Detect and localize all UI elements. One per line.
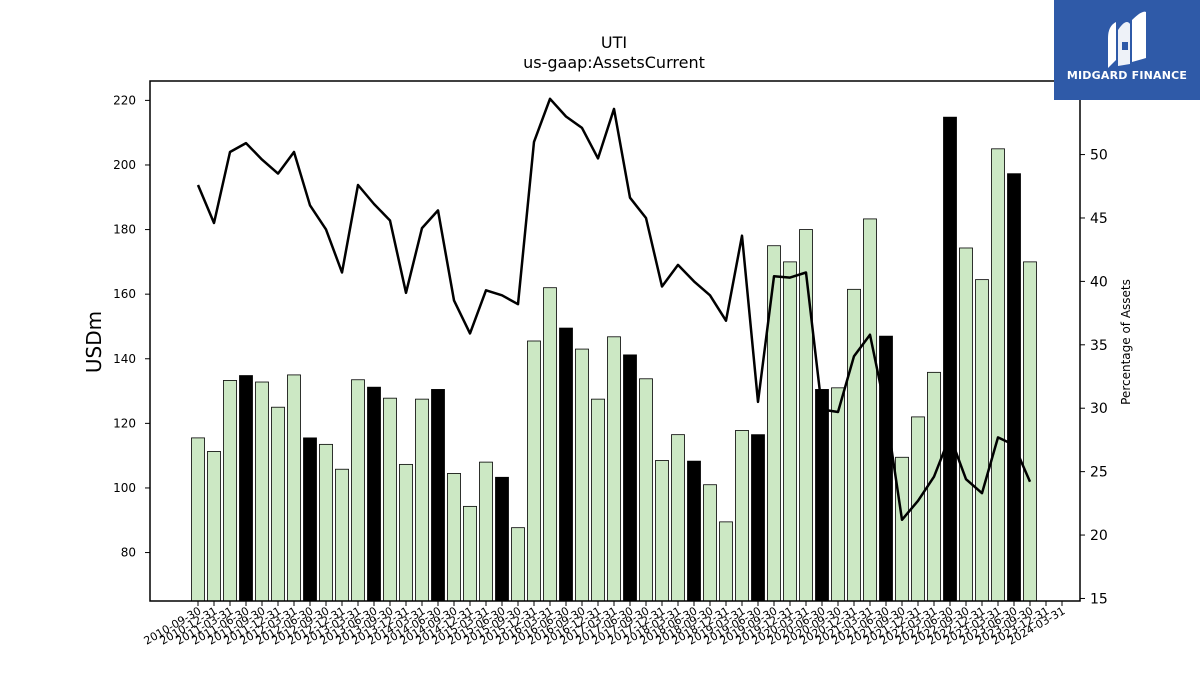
logo-text: MIDGARD FINANCE bbox=[1066, 69, 1188, 82]
bar-2015-03-31 bbox=[479, 461, 493, 602]
bar-2014-09-30 bbox=[447, 473, 461, 602]
y2-tick-label: 35 bbox=[1090, 338, 1108, 354]
bar-2016-06-30 bbox=[559, 327, 573, 602]
y-tick-label: 140 bbox=[113, 352, 136, 366]
line-percentage-of-assets bbox=[196, 97, 1032, 522]
midgard-finance-logo: MIDGARD FINANCE bbox=[1054, 0, 1200, 100]
bar-series bbox=[191, 116, 1037, 602]
bar-2019-09-30 bbox=[767, 245, 781, 602]
bar-2018-06-30 bbox=[687, 460, 701, 602]
bar-2016-03-31 bbox=[543, 287, 557, 602]
bar-2012-09-30 bbox=[319, 443, 333, 602]
bar-2017-03-31 bbox=[607, 336, 621, 602]
bar-2021-06-30 bbox=[879, 335, 893, 602]
bar-2023-06-30 bbox=[1007, 173, 1021, 602]
bar-2018-09-30 bbox=[703, 484, 717, 602]
bar-2017-09-30 bbox=[639, 378, 653, 602]
bar-2014-03-31 bbox=[415, 398, 429, 602]
y-tick-label: 100 bbox=[113, 481, 136, 495]
chart-subtitle: us-gaap:AssetsCurrent bbox=[523, 53, 705, 72]
bar-2022-12-31 bbox=[975, 279, 989, 602]
line-series bbox=[196, 97, 1032, 522]
bar-2019-06-30 bbox=[751, 434, 765, 602]
bar-2017-12-31 bbox=[655, 460, 669, 602]
y2-tick-label: 45 bbox=[1090, 211, 1108, 227]
bar-2017-06-30 bbox=[623, 354, 637, 602]
y-axis-ticks: 80 100 120 140 160 180 200 220 bbox=[113, 93, 150, 560]
bar-2013-09-30 bbox=[383, 397, 397, 602]
bar-2010-09-30 bbox=[191, 437, 205, 602]
bar-2022-03-31 bbox=[927, 371, 941, 602]
bar-2020-06-30 bbox=[815, 389, 829, 602]
bar-2015-09-30 bbox=[511, 527, 525, 602]
bar-2012-12-31 bbox=[335, 468, 349, 602]
bar-2021-09-30 bbox=[895, 456, 909, 602]
bar-2020-12-31 bbox=[847, 288, 861, 602]
bar-2020-03-31 bbox=[799, 229, 813, 602]
y-tick-label: 200 bbox=[113, 158, 136, 172]
y2-axis-label: Percentage of Assets bbox=[1119, 279, 1133, 405]
bar-2013-06-30 bbox=[367, 386, 381, 602]
bar-2013-03-31 bbox=[351, 379, 365, 602]
bar-2012-03-31 bbox=[287, 374, 301, 602]
bar-2018-03-31 bbox=[671, 434, 685, 602]
y2-tick-label: 40 bbox=[1090, 274, 1108, 290]
bar-2016-09-30 bbox=[575, 348, 589, 602]
bar-2021-03-31 bbox=[863, 218, 877, 602]
y-tick-label: 120 bbox=[113, 416, 136, 430]
y-tick-label: 80 bbox=[121, 546, 136, 560]
y-tick-label: 180 bbox=[113, 223, 136, 237]
bar-2015-12-31 bbox=[527, 340, 541, 602]
y2-tick-label: 15 bbox=[1090, 591, 1108, 607]
bar-2019-03-31 bbox=[735, 430, 749, 602]
bar-2014-06-30 bbox=[431, 389, 445, 602]
y2-tick-label: 30 bbox=[1090, 401, 1108, 417]
bar-2013-12-31 bbox=[399, 463, 413, 602]
y-tick-label: 160 bbox=[113, 287, 136, 301]
y-axis-label: USDm bbox=[82, 311, 106, 373]
bar-2011-12-31 bbox=[271, 406, 285, 602]
bar-2023-09-30 bbox=[1023, 261, 1037, 602]
midgard-logo-icon bbox=[1108, 11, 1146, 68]
bar-2023-03-31 bbox=[991, 148, 1005, 602]
plot-frame bbox=[149, 80, 1081, 602]
bar-2018-12-31 bbox=[719, 521, 733, 602]
x-axis-ticks: 2010-09-302010-12-312011-03-312011-06-30… bbox=[142, 601, 1068, 648]
bar-2019-12-31 bbox=[783, 261, 797, 602]
bar-2012-06-30 bbox=[303, 437, 317, 602]
bar-2021-12-31 bbox=[911, 416, 925, 602]
y2-tick-label: 20 bbox=[1090, 528, 1108, 544]
bar-2011-06-30 bbox=[239, 375, 253, 602]
bar-2011-03-31 bbox=[223, 380, 237, 602]
bar-2010-12-31 bbox=[207, 451, 221, 602]
bar-2014-12-31 bbox=[463, 505, 477, 602]
bar-2020-09-30 bbox=[831, 387, 845, 602]
y-tick-label: 220 bbox=[113, 93, 136, 107]
bar-2011-09-30 bbox=[255, 381, 269, 602]
chart-title: UTI bbox=[601, 33, 627, 52]
bar-2022-06-30 bbox=[943, 116, 957, 602]
bar-2022-09-30 bbox=[959, 247, 973, 602]
y2-tick-label: 25 bbox=[1090, 465, 1108, 481]
bar-2016-12-31 bbox=[591, 398, 605, 602]
y2-tick-label: 50 bbox=[1090, 148, 1108, 164]
bar-2015-06-30 bbox=[495, 476, 509, 602]
y2-axis-ticks: 15 20 25 30 35 40 45 50 bbox=[1080, 148, 1108, 607]
